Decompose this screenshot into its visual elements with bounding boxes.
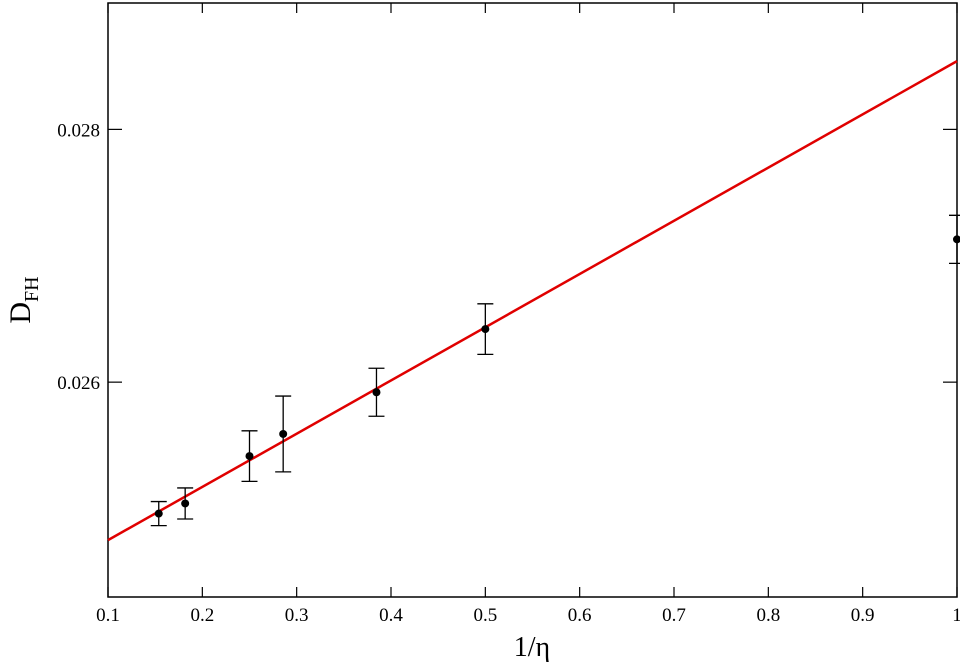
y-tick-label: 0.028 — [57, 120, 100, 141]
fit-line — [107, 60, 958, 542]
x-tick-label: 0.4 — [379, 605, 403, 626]
data-point — [245, 452, 254, 461]
x-tick-label: 0.1 — [96, 605, 120, 626]
y-tick-label: 0.026 — [57, 373, 100, 394]
plot-frame — [107, 2, 958, 598]
x-tick-label: 1 — [952, 605, 960, 626]
x-tick-label: 0.6 — [568, 605, 592, 626]
x-axis-label: 1/η — [514, 632, 550, 663]
y-axis-label: DFH — [4, 276, 43, 323]
y-label-sub: FH — [21, 276, 43, 302]
data-point — [372, 388, 381, 397]
data-point — [154, 509, 163, 518]
x-tick-label: 0.3 — [285, 605, 309, 626]
x-tick-label: 0.9 — [851, 605, 875, 626]
data-point — [481, 325, 490, 334]
data-point — [181, 499, 190, 508]
data-point — [953, 235, 960, 244]
x-tick-label: 0.7 — [662, 605, 686, 626]
data-point — [279, 429, 288, 438]
x-tick-label: 0.8 — [756, 605, 780, 626]
x-tick-label: 0.5 — [473, 605, 497, 626]
y-label-main: D — [4, 302, 37, 324]
x-tick-label: 0.2 — [190, 605, 214, 626]
